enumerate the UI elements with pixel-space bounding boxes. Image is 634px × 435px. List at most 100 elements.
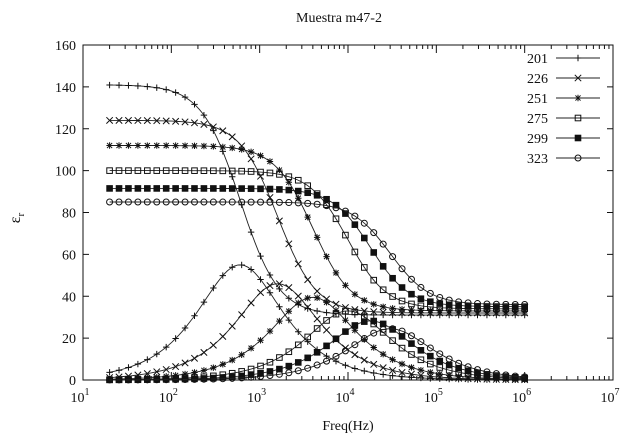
- data-point: [370, 344, 377, 351]
- data-point: [313, 325, 321, 332]
- data-point: [436, 357, 444, 365]
- data-point: [162, 343, 170, 351]
- data-point: [115, 116, 123, 124]
- data-point: [285, 316, 293, 324]
- data-point: [106, 167, 113, 174]
- data-point: [285, 295, 293, 302]
- data-point: [181, 118, 189, 126]
- data-point: [238, 185, 245, 192]
- data-point: [417, 302, 425, 310]
- data-point: [492, 300, 500, 308]
- data-point: [247, 299, 255, 307]
- data-point: [106, 142, 113, 149]
- data-point: [257, 373, 265, 381]
- data-point: [295, 299, 302, 307]
- data-point: [574, 154, 582, 162]
- data-point: [370, 311, 377, 319]
- data-point: [153, 117, 161, 125]
- data-point: [172, 142, 179, 149]
- data-point: [172, 198, 180, 206]
- data-point: [219, 272, 226, 279]
- data-point: [229, 173, 236, 180]
- data-point: [445, 372, 453, 379]
- data-point: [134, 360, 142, 368]
- data-point: [574, 74, 582, 82]
- data-point: [521, 373, 529, 381]
- data-point: [228, 322, 236, 330]
- data-point: [313, 315, 321, 323]
- series-line-real: [109, 187, 525, 308]
- data-point: [181, 370, 189, 378]
- data-point: [285, 348, 293, 356]
- y-axis-label: εr: [7, 212, 27, 223]
- data-point: [342, 328, 349, 335]
- data-point: [360, 356, 368, 364]
- data-point: [134, 185, 142, 192]
- data-point: [200, 167, 208, 175]
- data-point: [389, 356, 396, 363]
- data-point: [294, 199, 302, 207]
- data-point: [238, 351, 245, 358]
- x-tick-label: 104: [336, 387, 355, 406]
- data-point: [332, 215, 340, 223]
- data-point: [313, 349, 321, 356]
- data-point: [389, 253, 397, 261]
- data-point: [143, 117, 151, 125]
- data-point: [275, 280, 283, 288]
- data-point: [210, 167, 217, 175]
- data-point: [342, 307, 349, 315]
- data-point: [228, 185, 236, 192]
- data-point: [200, 111, 208, 119]
- data-point: [436, 300, 444, 307]
- data-point: [502, 303, 510, 310]
- data-point: [200, 142, 208, 150]
- data-point: [389, 372, 396, 379]
- data-point: [247, 345, 255, 352]
- data-point: [332, 352, 340, 360]
- y-tick-label: 120: [55, 123, 76, 138]
- data-point: [210, 284, 217, 292]
- data-point: [228, 198, 236, 206]
- data-point: [408, 306, 415, 314]
- data-point: [332, 307, 340, 314]
- data-point: [360, 219, 368, 227]
- data-point: [209, 123, 217, 131]
- data-point: [445, 355, 453, 363]
- data-point: [266, 271, 274, 279]
- data-point: [106, 116, 114, 124]
- legend-label: 226: [527, 72, 548, 87]
- data-point: [502, 300, 510, 308]
- data-point: [351, 341, 359, 349]
- data-point: [370, 308, 378, 316]
- data-point: [389, 366, 397, 374]
- data-point: [285, 173, 293, 180]
- data-point: [266, 358, 274, 366]
- data-point: [332, 335, 340, 343]
- data-point: [181, 167, 189, 174]
- data-point: [379, 308, 387, 316]
- data-point: [115, 367, 123, 374]
- data-point: [511, 303, 519, 310]
- y-tick-label: 40: [62, 290, 76, 305]
- data-point: [266, 289, 274, 296]
- y-tick-label: 100: [55, 165, 76, 180]
- data-point: [492, 370, 500, 378]
- data-point: [200, 367, 208, 374]
- data-point: [200, 348, 208, 356]
- data-point: [276, 365, 283, 373]
- data-point: [417, 347, 425, 354]
- data-point: [219, 332, 227, 340]
- series-line-real: [109, 119, 525, 314]
- data-point: [473, 366, 481, 374]
- data-point: [323, 309, 330, 316]
- data-point: [256, 289, 265, 297]
- data-point: [153, 198, 161, 206]
- data-point: [124, 116, 133, 125]
- data-point: [144, 356, 151, 363]
- data-point: [389, 274, 396, 282]
- y-tick-label: 160: [55, 39, 76, 54]
- data-point: [351, 248, 359, 256]
- data-point: [124, 198, 132, 206]
- data-point: [294, 341, 302, 349]
- data-point: [436, 364, 444, 371]
